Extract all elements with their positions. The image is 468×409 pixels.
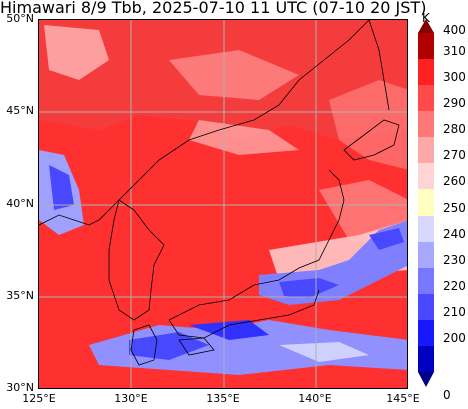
colorbar-tick-label: 290 xyxy=(443,96,466,111)
colorbar-over-triangle xyxy=(418,19,434,33)
colorbar-segment xyxy=(418,215,434,243)
colorbar-tick-label: 230 xyxy=(443,252,466,267)
cloud-patch-nw xyxy=(44,25,109,80)
map-title: Himawari 8/9 Tbb, 2025-07-10 11 UTC (07-… xyxy=(0,0,427,17)
cold-cloud-core-ne xyxy=(369,228,404,250)
colorbar-tick-label: 300 xyxy=(443,70,466,85)
colorbar-tick-label: 270 xyxy=(443,148,466,163)
graticule xyxy=(39,20,407,388)
colorbar-tick-label: 250 xyxy=(443,200,466,215)
colorbar-segment xyxy=(418,189,434,217)
coastlines xyxy=(39,20,400,366)
colorbar-segment xyxy=(418,293,434,321)
cloud-patch-north xyxy=(169,50,299,100)
lon-label-140: 140°E xyxy=(298,392,332,405)
satellite-map[interactable] xyxy=(38,19,408,389)
lat-label-50: 50°N xyxy=(6,12,34,25)
tbb-field xyxy=(39,20,407,388)
colorbar-segment xyxy=(418,319,434,347)
colorbar xyxy=(418,33,434,373)
cloud-pale-south xyxy=(279,342,369,362)
cold-cloud-core-south2 xyxy=(189,320,269,340)
lat-label-35: 35°N xyxy=(6,289,34,302)
colorbar-tick-label: 400 xyxy=(443,23,466,37)
lat-label-45: 45°N xyxy=(6,104,34,117)
colorbar-segment xyxy=(418,111,434,138)
colorbar-segment xyxy=(418,85,434,112)
colorbar-tick-label: 220 xyxy=(443,278,466,293)
colorbar-unit: K xyxy=(422,11,430,25)
colorbar-tick-label: 200 xyxy=(443,330,466,345)
lon-label-135: 135°E xyxy=(206,392,240,405)
cold-cloud-core-east xyxy=(279,278,339,298)
lat-label-30: 30°N xyxy=(6,381,34,394)
colorbar-tick-label: 310 xyxy=(443,44,466,59)
colorbar-segment xyxy=(418,241,434,269)
colorbar-segment xyxy=(418,267,434,295)
colorbar-segment xyxy=(418,33,434,60)
colorbar-tick-label: 260 xyxy=(443,174,466,189)
lat-label-40: 40°N xyxy=(6,197,34,210)
lon-label-145: 145°E xyxy=(386,392,420,405)
colorbar-under-triangle xyxy=(418,372,434,387)
cloud-patch-north2 xyxy=(189,120,299,155)
colorbar-segment xyxy=(418,163,434,190)
colorbar-tick-label: 240 xyxy=(443,226,466,241)
colorbar-segment xyxy=(418,345,434,373)
colorbar-segment xyxy=(418,137,434,164)
cold-cloud-west-core xyxy=(49,165,74,210)
lon-label-125: 125°E xyxy=(22,392,56,405)
lon-label-130: 130°E xyxy=(114,392,148,405)
colorbar-tick-label: 210 xyxy=(443,304,466,319)
colorbar-tick-label: 0 xyxy=(443,388,451,402)
colorbar-tick-label: 280 xyxy=(443,122,466,137)
colorbar-segment xyxy=(418,59,434,86)
